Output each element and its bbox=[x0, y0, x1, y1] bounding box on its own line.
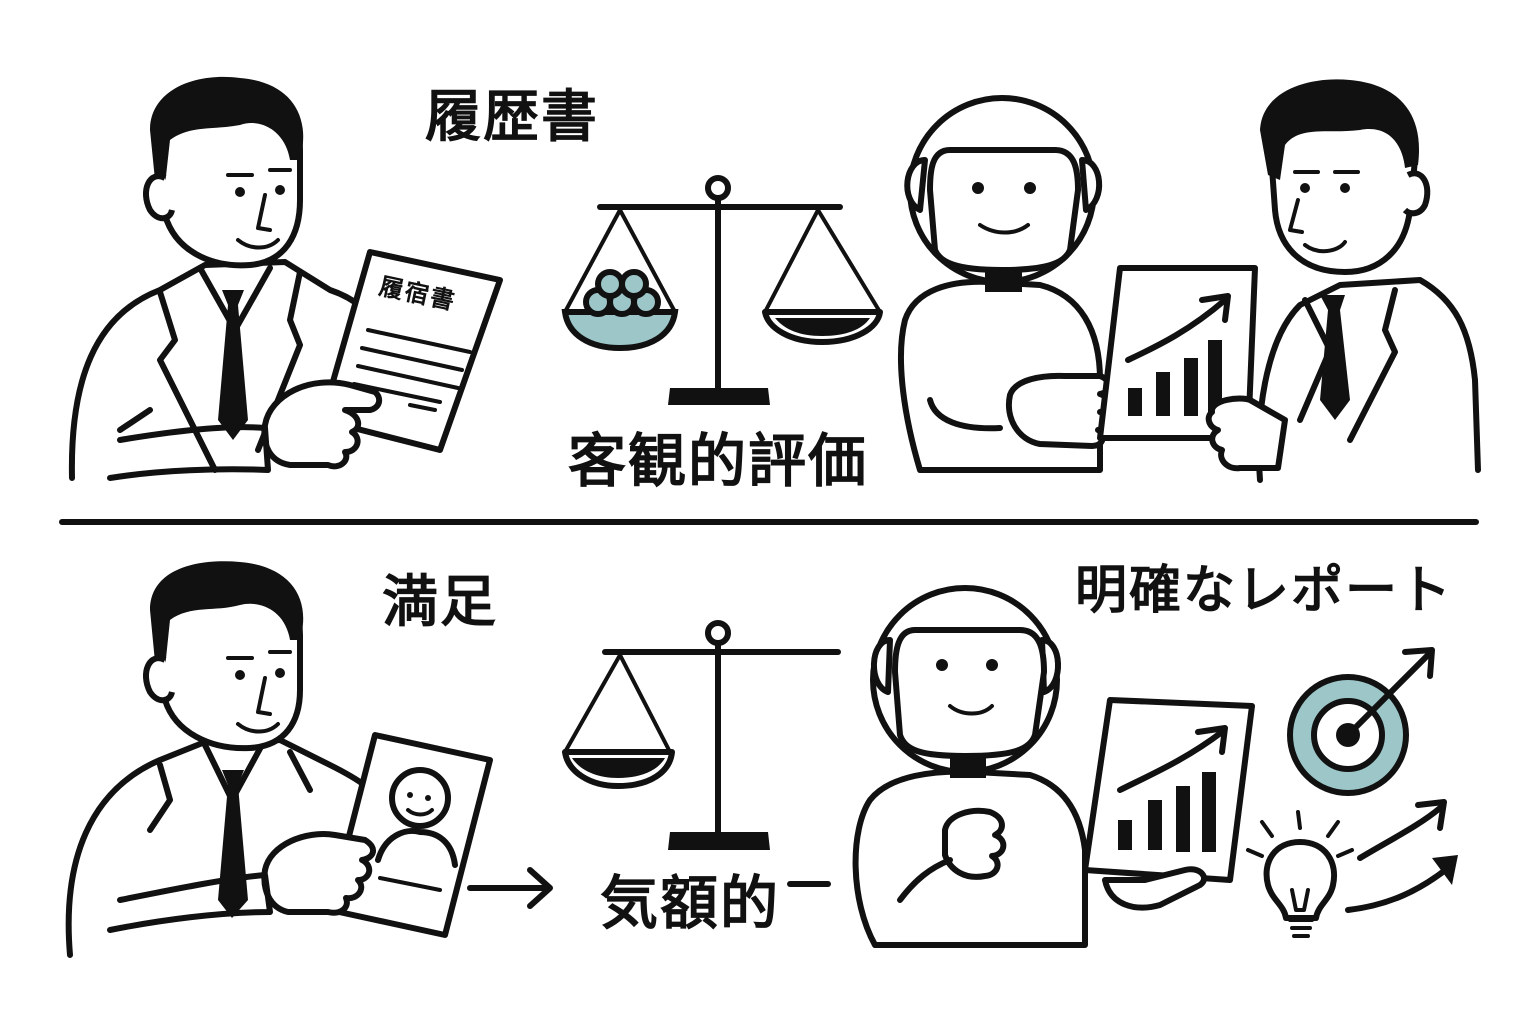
arrow-right-icon bbox=[467, 867, 553, 909]
robot-bottom-right bbox=[852, 585, 1088, 948]
clear-report-caption: 明確なレポート bbox=[1075, 561, 1454, 621]
satisfaction-caption: 満足 bbox=[382, 570, 498, 635]
trend-arrow-icon bbox=[1345, 799, 1458, 913]
robot-top-right bbox=[898, 95, 1112, 473]
resume-caption: 履歴書 bbox=[425, 85, 599, 150]
subjective-caption: 気額的 bbox=[600, 869, 781, 937]
growth-chart-icon-bottom bbox=[1082, 697, 1255, 911]
businessman-top-left bbox=[68, 76, 393, 481]
businessman-bottom-left bbox=[65, 561, 388, 958]
target-icon bbox=[1287, 647, 1435, 796]
profile-card-icon bbox=[107, 732, 493, 938]
objective-evaluation-caption: 客観的評価 bbox=[568, 427, 869, 495]
balance-scale-bottom bbox=[562, 620, 841, 887]
light-bulb-icon bbox=[1246, 810, 1354, 938]
hand-top-left bbox=[107, 379, 383, 481]
balance-scale-top bbox=[561, 175, 883, 405]
businessman-top-right bbox=[1205, 79, 1481, 483]
